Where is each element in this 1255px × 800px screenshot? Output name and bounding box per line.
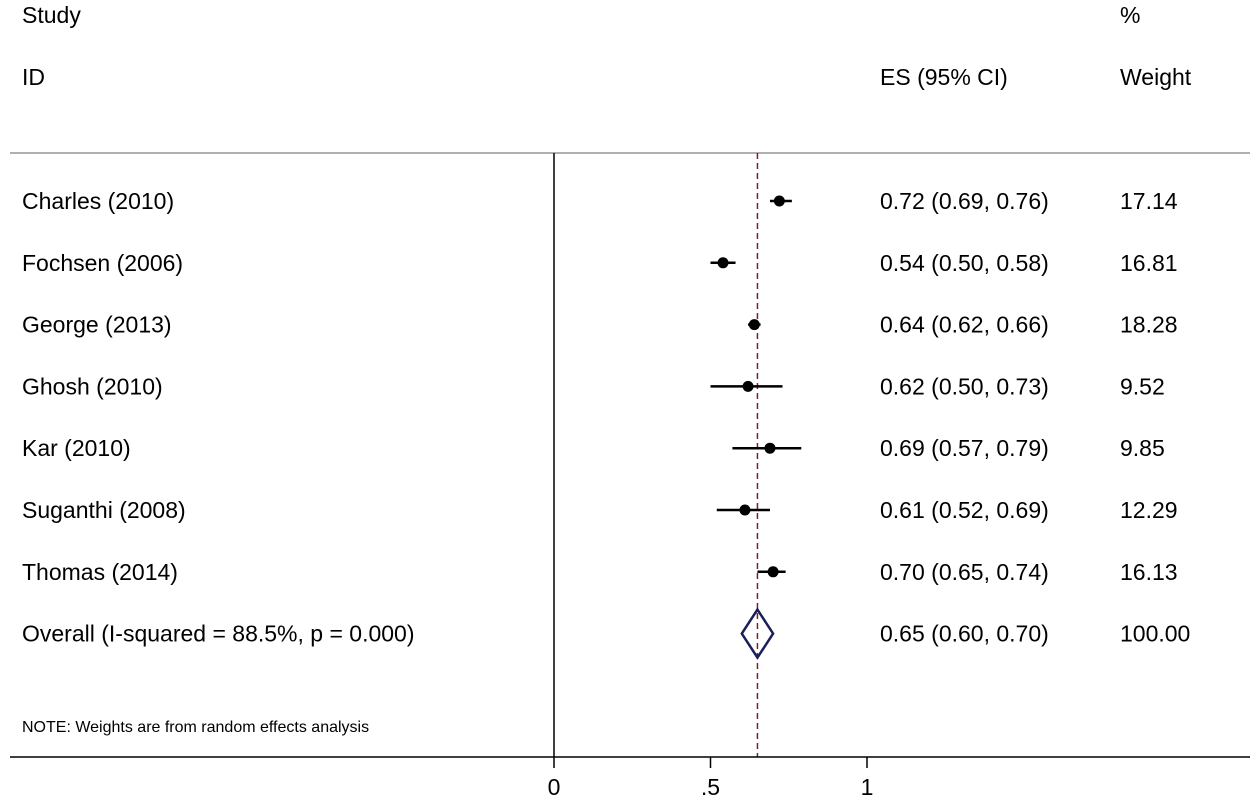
weight-value: 17.14 <box>1120 188 1178 214</box>
study-label: Charles (2010) <box>22 188 174 214</box>
es-ci-value: 0.64 (0.62, 0.66) <box>880 312 1049 338</box>
study-label: Suganthi (2008) <box>22 497 186 523</box>
effect-point <box>717 257 729 269</box>
effect-point <box>742 380 754 392</box>
es-ci-value: 0.72 (0.69, 0.76) <box>880 188 1049 214</box>
header-study: Study <box>22 2 81 28</box>
study-label: Thomas (2014) <box>22 559 178 585</box>
weight-value: 16.13 <box>1120 559 1178 585</box>
overall-weight-value: 100.00 <box>1120 621 1190 647</box>
header-id: ID <box>22 64 45 90</box>
es-ci-value: 0.54 (0.50, 0.58) <box>880 250 1049 276</box>
es-ci-value: 0.61 (0.52, 0.69) <box>880 497 1049 523</box>
weight-value: 9.52 <box>1120 373 1165 399</box>
footnote: NOTE: Weights are from random effects an… <box>22 719 369 736</box>
es-ci-value: 0.69 (0.57, 0.79) <box>880 435 1049 461</box>
weight-value: 16.81 <box>1120 250 1178 276</box>
overall-es-ci-value: 0.65 (0.60, 0.70) <box>880 621 1049 647</box>
study-label: Ghosh (2010) <box>22 373 163 399</box>
study-label: George (2013) <box>22 312 172 338</box>
weight-value: 18.28 <box>1120 312 1178 338</box>
x-tick-label: 1 <box>861 774 874 800</box>
x-axis-ticks: 0.5 1 <box>548 757 874 800</box>
x-tick-label: 0 <box>548 774 561 800</box>
effect-point <box>773 195 785 207</box>
effect-point <box>748 319 760 331</box>
x-tick-label: .5 <box>701 774 720 800</box>
study-label: Kar (2010) <box>22 435 131 461</box>
overall-diamond <box>740 607 775 660</box>
effect-point <box>767 566 779 578</box>
plot-marks: Charles (2010) 0.72 (0.69, 0.76) 17.14 Foch… <box>22 153 1190 757</box>
header-es: ES (95% CI) <box>880 64 1008 90</box>
effect-point <box>739 504 751 516</box>
weight-value: 9.85 <box>1120 435 1165 461</box>
overall-label: Overall (I-squared = 88.5%, p = 0.000) <box>22 621 415 647</box>
study-label: Fochsen (2006) <box>22 250 183 276</box>
es-ci-value: 0.70 (0.65, 0.74) <box>880 559 1049 585</box>
es-ci-value: 0.62 (0.50, 0.73) <box>880 373 1049 399</box>
header-weight: Weight <box>1120 64 1192 90</box>
header-percent: % <box>1120 2 1140 28</box>
weight-value: 12.29 <box>1120 497 1178 523</box>
effect-point <box>764 442 776 454</box>
